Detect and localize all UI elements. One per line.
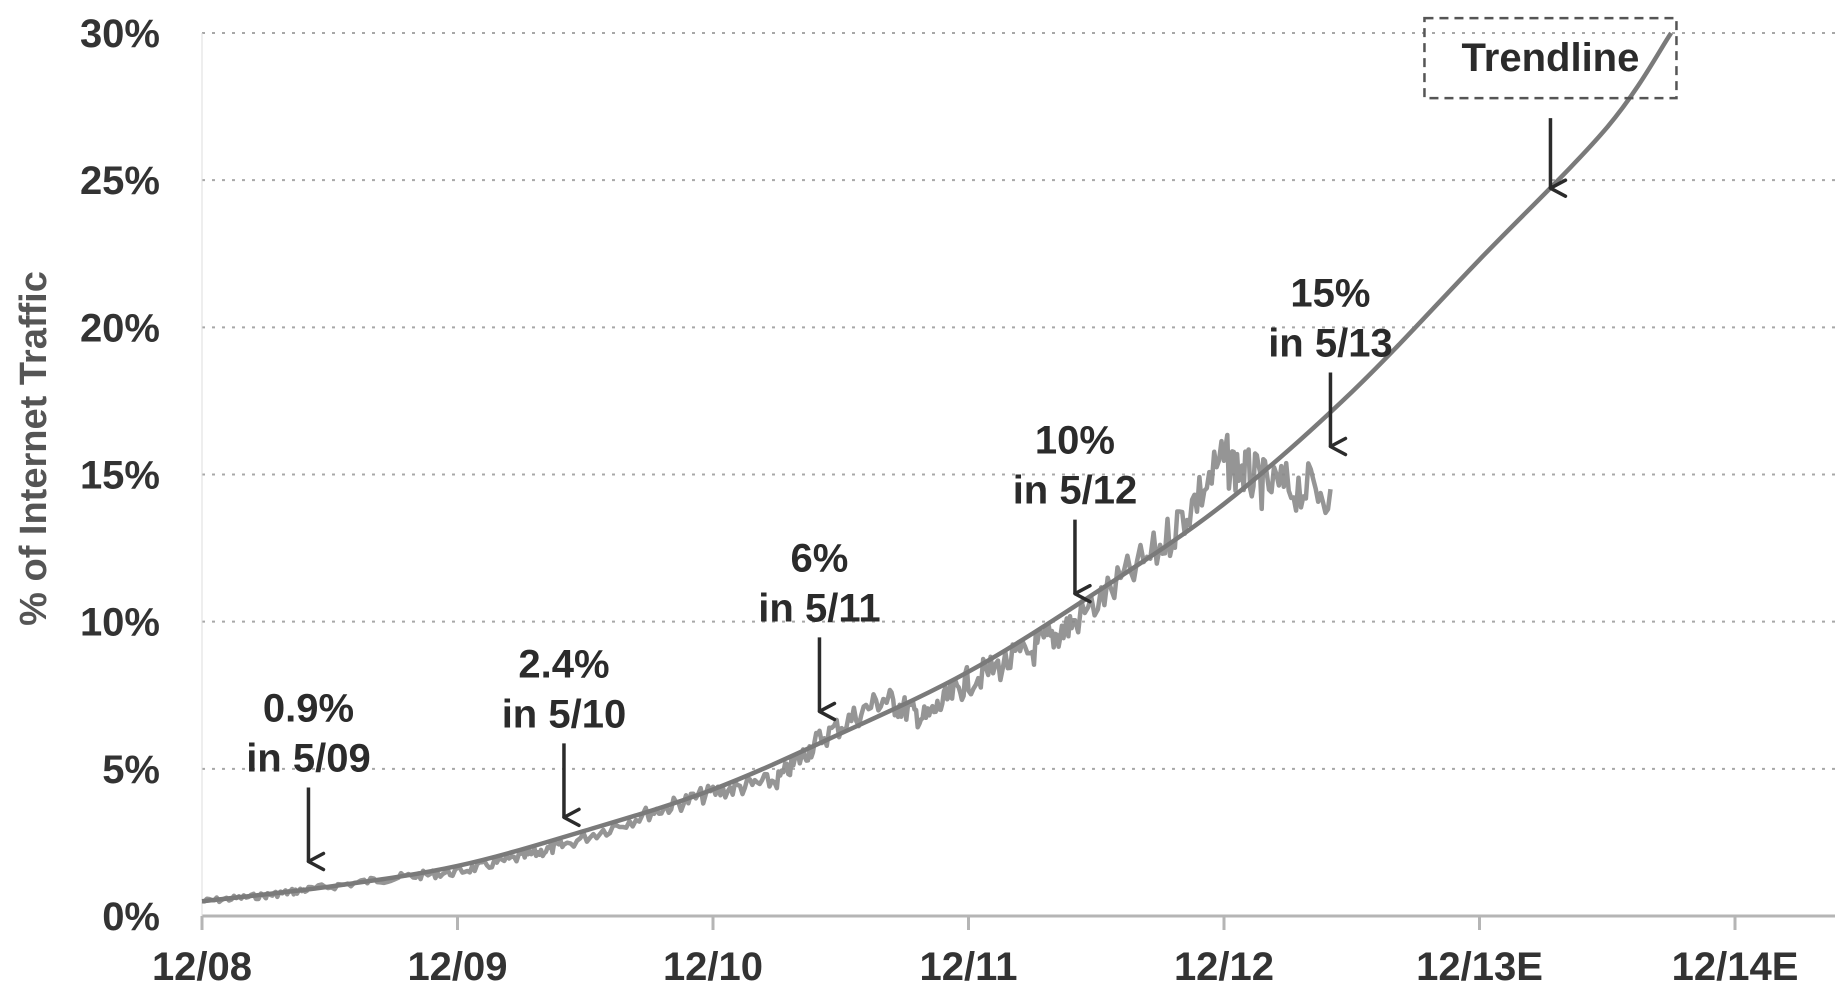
annotation-date: in 5/12 xyxy=(1013,469,1138,513)
y-axis-title: % of Internet Traffic xyxy=(13,271,55,626)
annotation-date: in 5/09 xyxy=(246,737,371,781)
annotation-date: in 5/11 xyxy=(758,586,880,630)
annotation-date: in 5/13 xyxy=(1268,322,1393,366)
annotation-value: 15% xyxy=(1290,272,1370,316)
x-tick-label: 12/12 xyxy=(1174,945,1274,989)
actual-traffic-line xyxy=(201,432,1333,905)
y-tick-label: 25% xyxy=(80,159,160,203)
x-tick-label: 12/11 xyxy=(920,945,1018,989)
axes: 0% 5% 10% 15% 20% 25% 30% 12/08 12/09 12/10 12/11 1… xyxy=(80,12,1835,989)
x-tick-label: 12/10 xyxy=(663,945,763,989)
annotations: 0.9% in 5/09 2.4% in 5/10 6% in 5/11 10% in 5/1… xyxy=(246,16,1678,872)
trendline-curve xyxy=(201,31,1673,904)
x-tick-label: 12/08 xyxy=(152,945,252,989)
x-tick-label: 12/14E xyxy=(1672,945,1799,989)
y-tick-label: 30% xyxy=(80,12,160,56)
y-tick-label: 5% xyxy=(102,748,160,792)
annotation-value: 10% xyxy=(1035,419,1115,463)
trendline-callout-box xyxy=(1423,16,1678,100)
x-tick-label: 12/09 xyxy=(407,945,507,989)
annotation-date: in 5/10 xyxy=(502,692,627,736)
y-tick-label: 15% xyxy=(80,454,160,498)
y-tick-label: 10% xyxy=(80,601,160,645)
annotation-value: 2.4% xyxy=(518,642,609,686)
series-group xyxy=(201,31,1673,905)
y-tick-label: 0% xyxy=(102,895,160,939)
annotation-value: 0.9% xyxy=(263,687,354,731)
y-tick-label: 20% xyxy=(80,306,160,350)
annotation-value: 6% xyxy=(791,536,849,580)
x-tick-label: 12/13E xyxy=(1416,945,1543,989)
trendline-callout-label: Trendline xyxy=(1462,36,1640,80)
